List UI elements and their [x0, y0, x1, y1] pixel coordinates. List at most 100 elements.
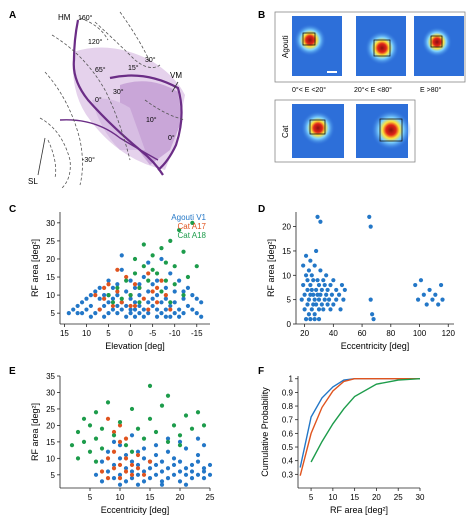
data-point — [163, 285, 168, 290]
data-point — [199, 314, 204, 319]
data-point — [154, 314, 160, 319]
data-point — [106, 282, 111, 287]
data-point — [119, 307, 124, 312]
data-point — [190, 307, 195, 312]
data-point — [111, 466, 117, 471]
data-point — [177, 439, 183, 444]
data-point — [195, 459, 201, 464]
data-point — [314, 287, 319, 293]
map-angle-label: 0° — [168, 134, 175, 142]
data-point — [93, 436, 99, 441]
y-tick-label: 25 — [46, 405, 55, 414]
data-point — [141, 472, 147, 477]
data-point — [129, 449, 135, 454]
data-point — [159, 311, 164, 316]
data-point — [137, 311, 142, 316]
data-point — [132, 271, 138, 276]
y-tick-label: 25 — [46, 237, 55, 246]
y-tick-label: 10 — [46, 291, 55, 300]
y-tick-label: 10 — [46, 454, 55, 463]
data-point — [81, 416, 87, 421]
data-point — [183, 446, 189, 451]
data-point — [177, 479, 183, 484]
data-point — [111, 433, 117, 438]
data-point — [128, 278, 133, 283]
chart-c: -15 -10 -5 0 5 10 15 5 10 15 20 25 30 Elevation [deg]… — [30, 212, 210, 351]
map-angle-label: 15° — [128, 64, 139, 72]
data-point — [342, 287, 347, 293]
data-point — [97, 296, 102, 301]
data-point — [135, 462, 141, 468]
data-point — [135, 449, 141, 454]
data-point — [413, 282, 418, 288]
data-point — [75, 303, 80, 309]
data-point — [146, 300, 151, 305]
data-point — [110, 296, 116, 301]
data-point — [181, 296, 186, 301]
data-point — [172, 311, 177, 316]
data-point — [87, 423, 93, 428]
data-point — [105, 400, 111, 405]
data-point — [189, 426, 195, 431]
data-point — [150, 303, 155, 309]
data-point — [119, 296, 124, 301]
data-point — [309, 287, 314, 293]
data-point — [141, 436, 147, 441]
data-point — [137, 285, 142, 290]
data-point — [159, 256, 164, 262]
data-point — [97, 285, 102, 290]
x-axis-label: Eccentricity [deg] — [101, 505, 170, 515]
legend-entry: Agouti V1 — [171, 213, 206, 222]
data-point — [124, 314, 129, 319]
data-point — [147, 383, 153, 388]
data-point — [141, 242, 146, 247]
data-point — [315, 214, 320, 219]
data-point — [316, 282, 322, 288]
x-tick-label: 15 — [350, 493, 359, 502]
data-point — [314, 248, 319, 254]
data-point — [146, 271, 151, 276]
data-point — [177, 307, 182, 312]
data-point — [194, 296, 199, 301]
data-point — [147, 466, 153, 471]
data-point — [201, 466, 207, 471]
data-point — [303, 273, 309, 278]
data-point — [93, 410, 99, 415]
data-point — [123, 479, 129, 484]
data-point — [115, 303, 120, 309]
data-point — [418, 278, 424, 283]
x-tick-label: 30 — [416, 493, 425, 502]
data-point — [181, 292, 186, 298]
data-point — [301, 263, 306, 268]
data-point — [318, 292, 323, 297]
data-point — [135, 426, 141, 431]
y-tick-label: 0.6 — [282, 429, 294, 438]
data-point — [115, 289, 120, 294]
data-point — [303, 253, 309, 258]
x-tick-label: 15 — [146, 493, 155, 502]
data-point — [189, 462, 195, 468]
data-point — [93, 289, 98, 294]
data-point — [194, 311, 199, 316]
data-point — [159, 482, 165, 487]
data-point — [117, 439, 123, 444]
data-point — [110, 303, 116, 309]
data-point — [195, 410, 201, 415]
data-point — [135, 482, 141, 487]
data-point — [185, 303, 191, 309]
x-tick-label: 80 — [386, 329, 395, 338]
data-point — [177, 314, 182, 319]
y-tick-label: 1 — [289, 375, 294, 384]
data-point — [153, 462, 159, 468]
data-point — [119, 300, 124, 305]
data-point — [171, 462, 177, 468]
row-label-cat: Cat — [281, 125, 290, 138]
data-point — [123, 466, 129, 471]
data-point — [163, 314, 168, 319]
data-point — [123, 443, 129, 448]
panel-label-e: E — [9, 366, 16, 377]
data-point — [318, 268, 323, 273]
data-point — [146, 307, 151, 312]
data-point — [153, 429, 159, 435]
